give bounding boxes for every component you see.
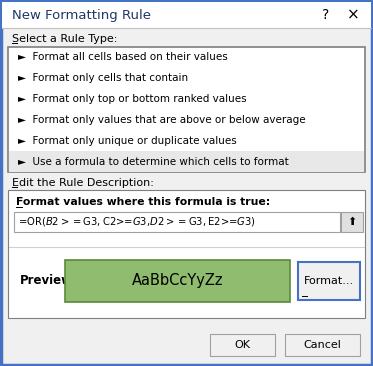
Text: New Formatting Rule: New Formatting Rule xyxy=(12,8,151,22)
Text: ►  Format only cells that contain: ► Format only cells that contain xyxy=(18,73,188,83)
Text: ⬆: ⬆ xyxy=(347,217,357,227)
Text: ►  Use a formula to determine which cells to format: ► Use a formula to determine which cells… xyxy=(18,157,289,167)
Bar xyxy=(14,212,340,232)
Bar xyxy=(2,2,371,28)
Bar xyxy=(298,262,360,300)
Text: ×: × xyxy=(347,7,359,22)
Text: ►  Format all cells based on their values: ► Format all cells based on their values xyxy=(18,52,228,63)
Text: Preview:: Preview: xyxy=(20,273,78,287)
Bar xyxy=(9,151,364,172)
Text: Edit the Rule Description:: Edit the Rule Description: xyxy=(12,178,154,188)
Text: AaBbCcYyZz: AaBbCcYyZz xyxy=(132,273,223,288)
Text: =OR($B2>=$G$3,$C2>=$G$3,$D2>=$G$3,$E2>=$G$3): =OR($B2>=$G$3,$C2>=$G$3,$D2>=$G$3,$E2>=$… xyxy=(18,216,256,228)
Bar xyxy=(285,334,360,356)
Text: Format values where this formula is true:: Format values where this formula is true… xyxy=(16,197,270,207)
Bar xyxy=(8,47,365,172)
Text: OK: OK xyxy=(235,340,251,350)
Text: ►  Format only values that are above or below average: ► Format only values that are above or b… xyxy=(18,115,305,125)
Bar xyxy=(341,212,363,232)
Text: Select a Rule Type:: Select a Rule Type: xyxy=(12,34,117,44)
Text: ►  Format only top or bottom ranked values: ► Format only top or bottom ranked value… xyxy=(18,94,247,104)
Text: Format...: Format... xyxy=(304,276,354,286)
Text: ►  Format only unique or duplicate values: ► Format only unique or duplicate values xyxy=(18,136,237,146)
Text: Cancel: Cancel xyxy=(304,340,341,350)
Bar xyxy=(210,334,275,356)
Bar xyxy=(65,260,290,302)
Text: ?: ? xyxy=(322,8,330,22)
Bar xyxy=(8,190,365,318)
